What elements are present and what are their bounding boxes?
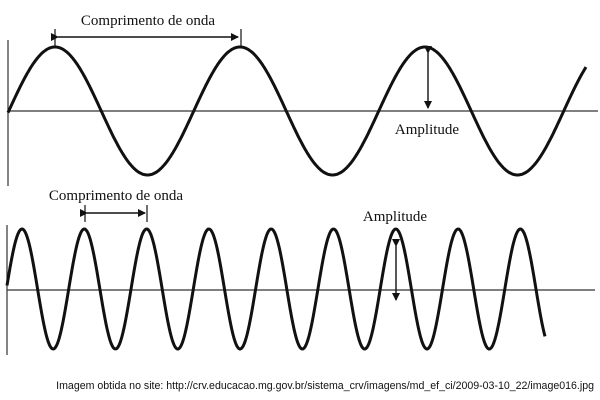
top-wavelength-label: Comprimento de onda: [81, 13, 215, 29]
short-wavelength-wave: [5, 227, 547, 351]
long-wavelength-wave: [6, 45, 588, 177]
image-source-caption: Imagem obtida no site: http://crv.educac…: [56, 380, 594, 392]
bottom-wave-diagram: Comprimento de onda Amplitude: [5, 188, 595, 355]
top-amplitude-label: Amplitude: [395, 122, 460, 138]
bottom-amplitude-label: Amplitude: [363, 209, 428, 225]
bottom-wavelength-label: Comprimento de onda: [49, 188, 183, 204]
top-wave-diagram: Comprimento de onda Amplitude: [6, 13, 598, 186]
